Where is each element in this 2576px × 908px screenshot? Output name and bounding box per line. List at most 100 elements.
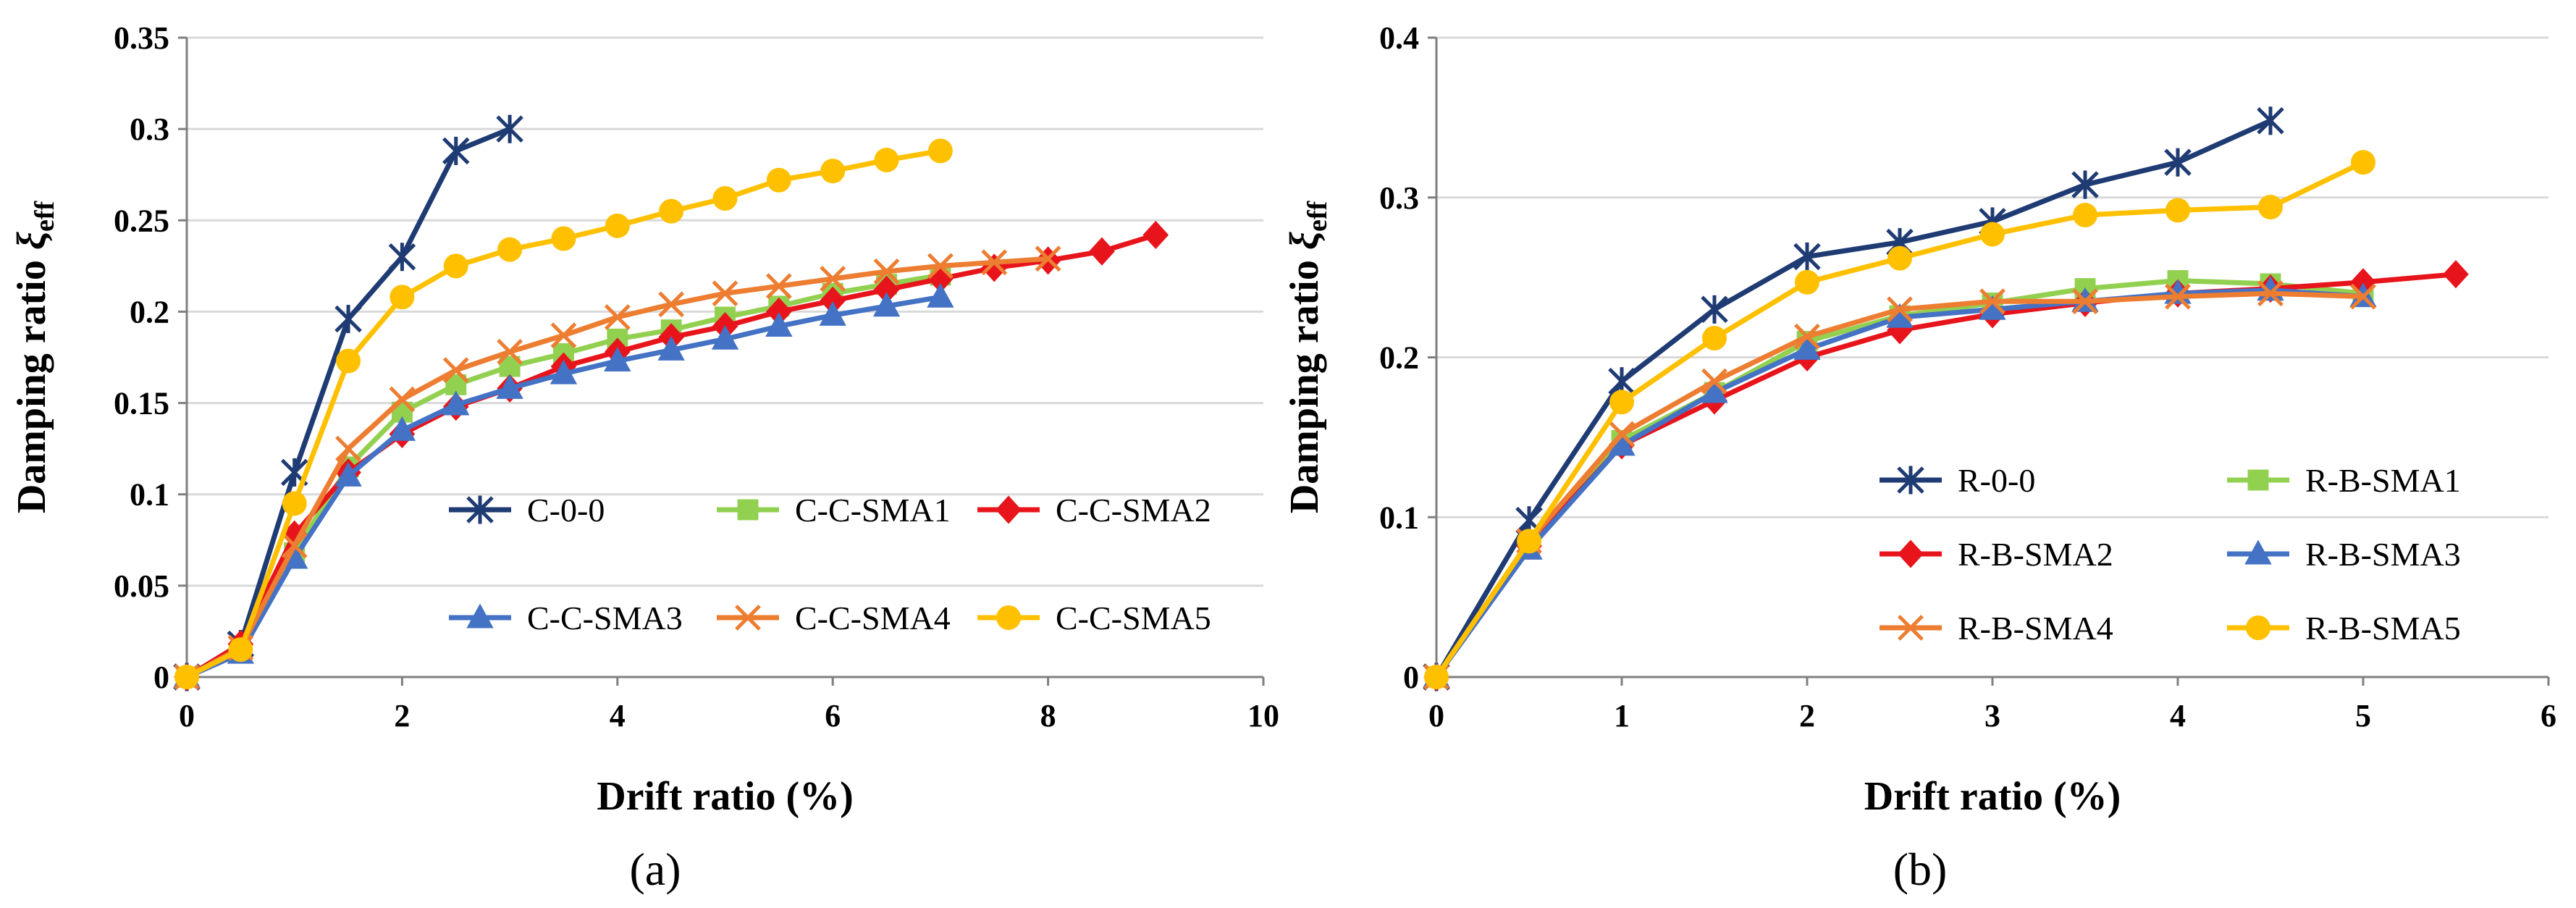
legend-label: C-C-SMA4: [795, 600, 951, 636]
data-point: [496, 114, 523, 143]
gridlines: [1436, 36, 2548, 518]
data-point: [765, 312, 793, 337]
x-tick-label: 2: [1799, 698, 1815, 733]
legend-entry: R-0-0: [1880, 462, 2035, 499]
legend-label: R-0-0: [1958, 462, 2035, 499]
y-tick-label: 0.2: [1379, 340, 1419, 376]
data-point: [442, 390, 470, 416]
panel-label: (a): [629, 844, 681, 895]
legend-swatch-marker: [735, 605, 761, 631]
data-point: [1794, 323, 1820, 350]
x-tick-label: 0: [1428, 698, 1444, 733]
data-point: [1793, 335, 1821, 360]
data-point: [604, 346, 631, 371]
x-tick-label: 0: [179, 698, 195, 733]
legend-entry: R-B-SMA5: [2227, 610, 2461, 647]
data-point: [550, 359, 578, 384]
y-tick-label: 0.4: [1379, 20, 1419, 56]
data-point: [766, 297, 792, 326]
data-point: [336, 348, 361, 374]
data-point: [1886, 303, 1914, 328]
legend-swatch-marker: [2246, 615, 2270, 640]
data-point: [1609, 390, 1634, 415]
series-R-B-SMA5: [1424, 150, 2375, 689]
y-tick-label: 0.25: [114, 203, 169, 238]
x-tick-label: 5: [2355, 698, 2371, 733]
data-point: [981, 249, 1008, 276]
gridlines: [187, 36, 1263, 587]
data-point: [2165, 198, 2190, 223]
data-point: [1089, 237, 1115, 266]
data-point: [282, 491, 307, 516]
legend-swatch-marker: [1898, 615, 1924, 641]
data-point: [174, 665, 199, 689]
legend-label: R-B-SMA5: [2305, 610, 2461, 647]
y-axis-title: Damping ratio ξeff: [9, 200, 60, 513]
data-point: [388, 243, 416, 272]
x-tick-label: 4: [610, 698, 626, 733]
data-point: [1701, 295, 1728, 324]
legend-entry: R-B-SMA1: [2227, 462, 2461, 499]
data-point: [1517, 529, 1541, 554]
data-point: [281, 532, 308, 559]
data-point: [1793, 242, 1821, 271]
y-tick-label: 0.3: [130, 112, 169, 147]
x-tick-label: 10: [1247, 698, 1279, 733]
data-point: [766, 167, 791, 193]
y-tick-label: 0.05: [114, 568, 169, 604]
legend: C-0-0 C-C-SMA1 C-C-SMA2 C-C-SMA3 C-C-SMA4 C-C…: [449, 492, 1211, 636]
data-point: [981, 253, 1008, 282]
data-point: [334, 461, 362, 487]
x-tick-label: 3: [1984, 698, 2000, 733]
data-point: [1887, 316, 1913, 345]
data-point: [1608, 431, 1636, 456]
x-tick-label: 4: [2170, 698, 2186, 733]
legend-entry: C-C-SMA5: [977, 600, 1211, 636]
series-line: [1434, 118, 2272, 678]
series-R-0-0: [1423, 106, 2284, 691]
data-point: [1795, 269, 1819, 295]
legend-swatch-marker: [1897, 466, 1924, 495]
data-point: [2071, 170, 2099, 199]
data-point: [443, 253, 468, 279]
data-point: [874, 148, 899, 173]
data-point: [442, 357, 469, 384]
data-point: [2350, 283, 2376, 310]
data-point: [2351, 150, 2375, 175]
data-point: [1979, 295, 2006, 320]
y-tick-label: 0.2: [130, 294, 169, 329]
legend-swatch-marker: [996, 495, 1022, 524]
data-point: [873, 258, 900, 285]
legend-label: C-C-SMA1: [795, 492, 951, 529]
data-point: [1035, 245, 1061, 272]
data-point: [712, 280, 738, 307]
legend-entry: R-B-SMA4: [1880, 610, 2113, 647]
legend-label: R-B-SMA2: [1958, 536, 2113, 573]
legend-entry: C-0-0: [449, 492, 605, 529]
y-tick-labels: 0 0.1 0.2 0.3 0.4: [1379, 20, 1436, 695]
data-point: [389, 386, 416, 413]
legend-swatch-marker: [737, 499, 759, 521]
data-point: [872, 292, 901, 317]
panel-a: 0 0.05 0.1 0.15 0.2 0.25 0.3 0.35 0 2 4 6 8 10 Drift r…: [9, 20, 1279, 895]
data-point: [334, 304, 362, 334]
data-point: [551, 226, 576, 251]
legend-entry: R-B-SMA3: [2227, 536, 2461, 573]
data-point: [1887, 296, 1913, 323]
panel-label: (b): [1893, 844, 1948, 895]
data-point: [1701, 378, 1728, 403]
legend-label: R-B-SMA4: [1958, 610, 2113, 647]
data-point: [496, 374, 523, 399]
data-point: [390, 285, 415, 310]
data-point: [1980, 222, 2005, 247]
legend-label: C-C-SMA5: [1056, 600, 1211, 636]
data-point: [281, 520, 308, 549]
legend-entry: C-C-SMA1: [717, 492, 951, 529]
y-axis-title-main: Damping ratio: [9, 250, 54, 513]
legend-swatch-marker: [2244, 539, 2272, 565]
legend-label: C-C-SMA2: [1056, 492, 1211, 529]
data-point: [335, 435, 361, 462]
data-point: [550, 322, 577, 349]
data-point: [228, 637, 253, 663]
y-tick-labels: 0 0.05 0.1 0.15 0.2 0.25 0.3 0.35: [114, 20, 187, 695]
